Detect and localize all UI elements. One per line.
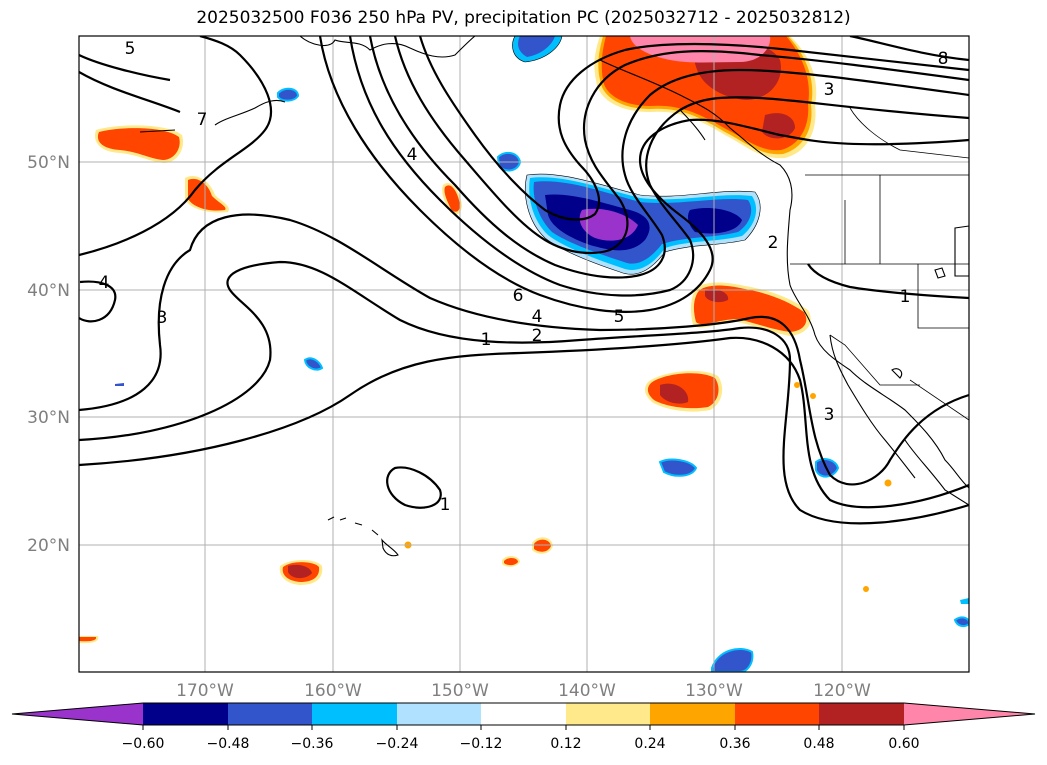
contour-label: 6: [513, 286, 524, 306]
colorbar-segment: [397, 703, 481, 725]
colorbar-tick-label: −0.48: [207, 736, 250, 752]
lat-label: 50°N: [27, 153, 70, 173]
latitude-labels: 50°N 40°N 30°N 20°N: [27, 153, 70, 556]
lon-label: 140°W: [558, 681, 616, 701]
coastlines: [139, 36, 969, 557]
colorbar-tick-label: 0.60: [888, 736, 919, 752]
colorbar-tick-label: 0.36: [719, 736, 750, 752]
lon-label: 170°W: [176, 681, 234, 701]
pv-contours: [79, 36, 969, 525]
map-frame: [78, 35, 970, 673]
colorbar-tick-label: 0.12: [550, 736, 581, 752]
contour-label: 5: [125, 39, 136, 59]
lon-label: 160°W: [304, 681, 362, 701]
negative-precip-shading: [115, 36, 969, 672]
contour-label: 1: [481, 330, 492, 350]
lat-label: 40°N: [27, 281, 70, 301]
colorbar-segment: [650, 703, 735, 725]
map-title: 2025032500 F036 250 hPa PV, precipitatio…: [196, 8, 851, 28]
political-borders: [790, 107, 969, 421]
colorbar-extend-high: [904, 703, 1035, 725]
colorbar-segment: [481, 703, 566, 725]
contour-label: 5: [614, 307, 625, 327]
colorbar-segment: [228, 703, 312, 725]
lat-label: 20°N: [27, 536, 70, 556]
lon-label: 130°W: [685, 681, 743, 701]
colorbar-tick-label: −0.60: [122, 736, 165, 752]
colorbar-tick-label: −0.36: [291, 736, 334, 752]
lon-label: 120°W: [813, 681, 871, 701]
lon-label: 150°W: [431, 681, 489, 701]
map-area: 5 4 7 4 3 6 4 5 1 2 2 1 1 3 3 8: [79, 36, 969, 672]
colorbar-segment: [819, 703, 904, 725]
contour-label: 1: [440, 495, 451, 515]
longitude-labels: 170°W 160°W 150°W 140°W 130°W 120°W: [176, 681, 871, 701]
contour-label: 2: [768, 233, 779, 253]
contour-label: 4: [407, 145, 418, 165]
colorbar-tick-label: 0.48: [803, 736, 834, 752]
contour-label: 2: [532, 326, 543, 346]
graticule: [79, 36, 969, 672]
colorbar: −0.60 −0.48 −0.36 −0.24 −0.12 0.12 0.24 …: [11, 702, 1036, 752]
colorbar-segment: [143, 703, 228, 725]
colorbar-segment: [312, 703, 397, 725]
contour-label: 3: [824, 80, 835, 100]
contour-labels: 5 4 7 4 3 6 4 5 1 2 2 1 1 3 3 8: [99, 39, 949, 515]
contour-label: 4: [99, 273, 110, 293]
colorbar-tick-label: −0.24: [376, 736, 419, 752]
colorbar-segment: [566, 703, 650, 725]
colorbar-extend-low: [12, 703, 143, 725]
contour-label: 3: [157, 308, 168, 328]
lat-label: 30°N: [27, 408, 70, 428]
colorbar-tick-label: −0.12: [460, 736, 503, 752]
contour-label: 1: [900, 287, 911, 307]
colorbar-tick-label: 0.24: [634, 736, 665, 752]
contour-label: 7: [197, 110, 208, 130]
contour-label: 4: [532, 307, 543, 327]
contour-label: 3: [824, 405, 835, 425]
colorbar-segment: [735, 703, 819, 725]
contour-label: 8: [938, 49, 949, 69]
